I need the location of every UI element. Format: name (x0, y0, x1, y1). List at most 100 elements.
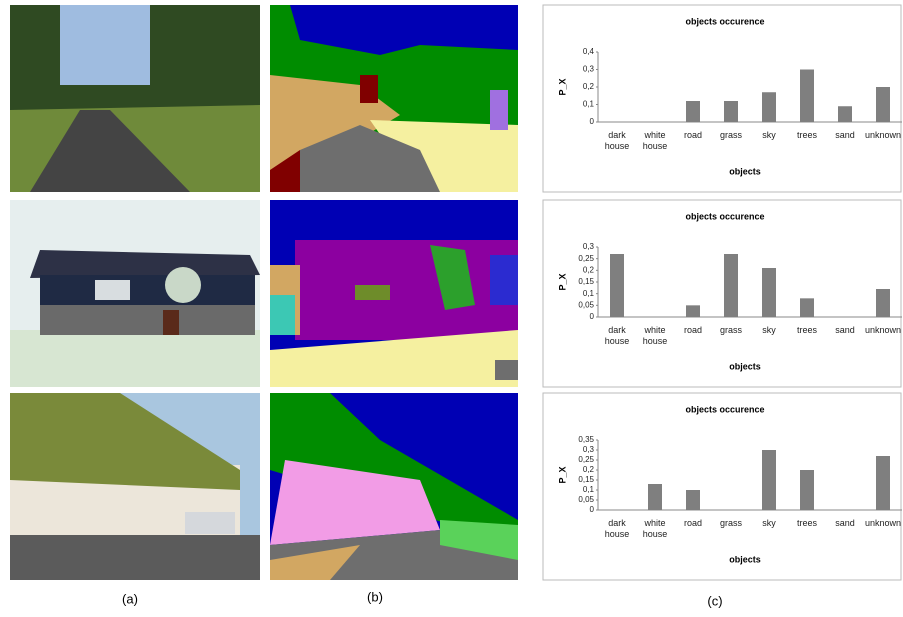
bar (686, 101, 700, 122)
x-tick-label-box: grass (711, 130, 751, 156)
x-tick-label-box: sand (825, 325, 865, 351)
x-tick-label: unknown (863, 325, 903, 336)
y-tick-label: 0,1 (583, 100, 595, 109)
x-tick-label: dark house (597, 130, 637, 152)
y-tick-label: 0,1 (583, 485, 595, 494)
x-tick-label-box: white house (635, 130, 675, 156)
x-tick-label-box: unknown (863, 325, 903, 351)
chart-title: objects occurence (685, 16, 764, 26)
y-axis-label: P_X (557, 78, 567, 95)
caption: (b) (367, 589, 383, 604)
y-tick-label: 0 (590, 312, 595, 321)
bar (724, 254, 738, 317)
x-tick-label: unknown (863, 130, 903, 141)
bar (876, 456, 890, 510)
y-tick-label: 0,3 (583, 65, 595, 74)
y-tick-label: 0 (590, 117, 595, 126)
bar (838, 106, 852, 122)
caption: (a) (122, 591, 138, 606)
x-tick-label-box: sky (749, 130, 789, 156)
x-tick-label: dark house (597, 325, 637, 347)
x-tick-label: road (673, 130, 713, 141)
y-tick-label: 0,35 (578, 435, 594, 444)
x-tick-label: unknown (863, 518, 903, 529)
y-tick-label: 0,4 (583, 47, 595, 56)
x-tick-label-box: sand (825, 130, 865, 156)
x-tick-label-box: dark house (597, 325, 637, 351)
y-axis-label: P_X (557, 466, 567, 483)
x-tick-label-box: sky (749, 325, 789, 351)
x-axis-label: objects (729, 361, 761, 371)
bar (724, 101, 738, 122)
page: {"chart_data": [ {"type": "bar", "title"… (0, 0, 903, 612)
x-tick-label: white house (635, 325, 675, 347)
x-tick-label-box: white house (635, 518, 675, 544)
y-tick-label: 0,25 (578, 254, 594, 263)
y-tick-label: 0,15 (578, 475, 594, 484)
photo-house (10, 200, 260, 387)
x-tick-label: road (673, 325, 713, 336)
segmentation-house (270, 200, 518, 387)
x-tick-label-box: trees (787, 325, 827, 351)
x-tick-label: road (673, 518, 713, 529)
x-axis-label: objects (729, 166, 761, 176)
x-tick-label-box: dark house (597, 518, 637, 544)
x-tick-label: sky (749, 325, 789, 336)
x-tick-label: grass (711, 518, 751, 529)
bar (762, 92, 776, 122)
y-tick-label: 0,15 (578, 277, 594, 286)
bar (876, 289, 890, 317)
x-tick-label-box: trees (787, 518, 827, 544)
bar (686, 305, 700, 317)
y-tick-label: 0,25 (578, 455, 594, 464)
segmentation-road (270, 5, 518, 192)
y-tick-label: 0,3 (583, 445, 595, 454)
x-tick-label: trees (787, 518, 827, 529)
bar (762, 268, 776, 317)
x-tick-label-box: trees (787, 130, 827, 156)
x-tick-label: sky (749, 130, 789, 141)
x-tick-label: white house (635, 130, 675, 152)
x-tick-label: white house (635, 518, 675, 540)
x-tick-label: dark house (597, 518, 637, 540)
caption: (c) (707, 593, 722, 608)
x-axis-label: objects (729, 554, 761, 564)
x-tick-label-box: sky (749, 518, 789, 544)
bar (800, 70, 814, 123)
y-tick-label: 0,2 (583, 465, 595, 474)
y-tick-label: 0,05 (578, 495, 594, 504)
bar (762, 450, 776, 510)
bar (800, 298, 814, 317)
x-tick-label-box: road (673, 325, 713, 351)
x-tick-label: sand (825, 518, 865, 529)
x-tick-label-box: unknown (863, 518, 903, 544)
x-tick-label: sand (825, 130, 865, 141)
chart-title: objects occurence (685, 211, 764, 221)
y-tick-label: 0,2 (583, 82, 595, 91)
y-tick-label: 0,3 (583, 242, 595, 251)
figure: (a) (b) (c) objects occurence objects P_X 0… (0, 0, 903, 612)
y-tick-label: 0,05 (578, 300, 594, 309)
photo-road (10, 5, 260, 192)
x-tick-label-box: white house (635, 325, 675, 351)
chart-panel (543, 5, 901, 192)
bar (876, 87, 890, 122)
chart-panel (543, 393, 901, 580)
y-tick-label: 0 (590, 505, 595, 514)
y-axis-label: P_X (557, 273, 567, 290)
x-tick-label: grass (711, 130, 751, 141)
y-tick-label: 0,2 (583, 265, 595, 274)
x-tick-label-box: sand (825, 518, 865, 544)
x-tick-label-box: unknown (863, 130, 903, 156)
bar (648, 484, 662, 510)
x-tick-label: grass (711, 325, 751, 336)
bar (610, 254, 624, 317)
chart-title: objects occurence (685, 404, 764, 414)
x-tick-label-box: road (673, 518, 713, 544)
x-tick-label: trees (787, 325, 827, 336)
bar (686, 490, 700, 510)
x-tick-label: sand (825, 325, 865, 336)
x-tick-label: trees (787, 130, 827, 141)
y-tick-label: 0,1 (583, 289, 595, 298)
x-tick-label-box: grass (711, 518, 751, 544)
